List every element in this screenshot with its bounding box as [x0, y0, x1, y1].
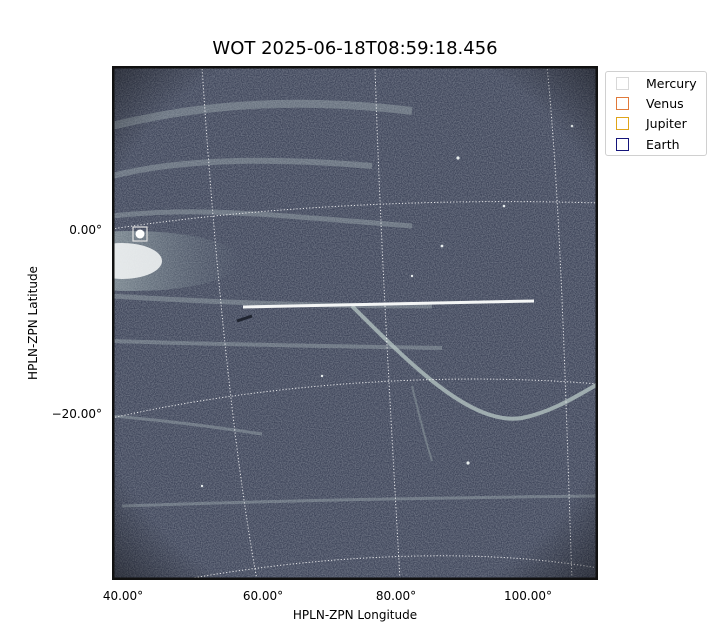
y-tick-label: −20.00° [51, 407, 102, 421]
y-axis-label: HPLN-ZPN Latitude [26, 266, 40, 380]
plot-title: WOT 2025-06-18T08:59:18.456 [212, 38, 498, 59]
legend-label: Venus [646, 95, 684, 111]
legend-label: Jupiter [646, 115, 687, 131]
heliospheric-image [112, 66, 598, 580]
legend-label: Earth [646, 136, 680, 152]
legend-label: Mercury [646, 75, 697, 91]
legend-item-mercury: Mercury [616, 75, 697, 91]
legend-swatch [616, 76, 629, 90]
y-tick-label: 0.00° [69, 223, 102, 237]
legend-swatch [616, 96, 629, 110]
x-tick-label: 100.00° [504, 589, 552, 603]
legend-item-jupiter: Jupiter [616, 115, 687, 131]
legend-swatch [616, 137, 629, 151]
x-tick-label: 40.00° [102, 589, 144, 603]
x-tick-label: 80.00° [375, 589, 417, 603]
legend-item-earth: Earth [616, 136, 680, 152]
x-axis-label: HPLN-ZPN Longitude [292, 608, 418, 622]
legend: Mercury Venus Jupiter Earth [605, 71, 707, 156]
legend-swatch [616, 116, 629, 130]
image-axes [112, 66, 598, 580]
legend-item-venus: Venus [616, 95, 684, 111]
x-tick-label: 60.00° [242, 589, 284, 603]
